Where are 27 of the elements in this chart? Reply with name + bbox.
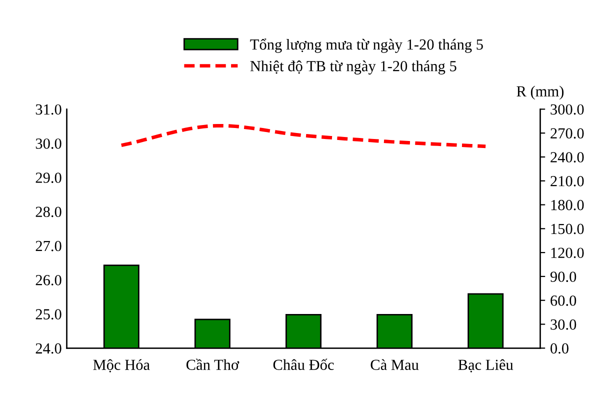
x-tick-label: Mộc Hóa [93, 359, 150, 372]
y2-tick-label: 210.0 [550, 176, 584, 186]
x-tick-label: Châu Đốc [273, 358, 334, 370]
y2-tick-label: 0.0 [550, 343, 568, 354]
y2-tick-label: 180.0 [551, 200, 584, 210]
y2-axis-title: R (mm) [516, 86, 564, 100]
legend-label: Tổng lượng mưa từ ngày 1-20 tháng 5 [250, 38, 483, 53]
x-tick-label: Cà Mau [370, 359, 419, 370]
y-tick-label: 30.0 [36, 138, 62, 149]
y2-tick-label: 60.0 [550, 295, 576, 306]
y-tick-label: 26.0 [36, 275, 62, 286]
y-tick-label: 28.0 [36, 206, 62, 218]
x-tick-label: Bạc Liêu [458, 359, 514, 372]
y-tick-label: 31.0 [36, 104, 62, 115]
y2-tick-label: 150.0 [551, 224, 584, 234]
y-tick-label: 24.0 [36, 343, 62, 354]
y-tick-label: 27.0 [36, 240, 62, 252]
y2-tick-label: 90.0 [550, 272, 576, 282]
y2-tick-label: 270.0 [550, 128, 584, 139]
y-tick-label: 29.0 [36, 172, 62, 183]
x-tick-label: Cần Thơ [186, 358, 240, 370]
legend-label: Nhiệt độ TB từ ngày 1-20 tháng 5 [250, 60, 456, 74]
y2-tick-label: 240.0 [550, 152, 584, 162]
y2-tick-label: 120.0 [551, 248, 584, 258]
y2-tick-label: 30.0 [550, 319, 576, 330]
y-tick-label: 25.0 [36, 309, 62, 320]
y2-tick-label: 300.0 [550, 104, 584, 115]
